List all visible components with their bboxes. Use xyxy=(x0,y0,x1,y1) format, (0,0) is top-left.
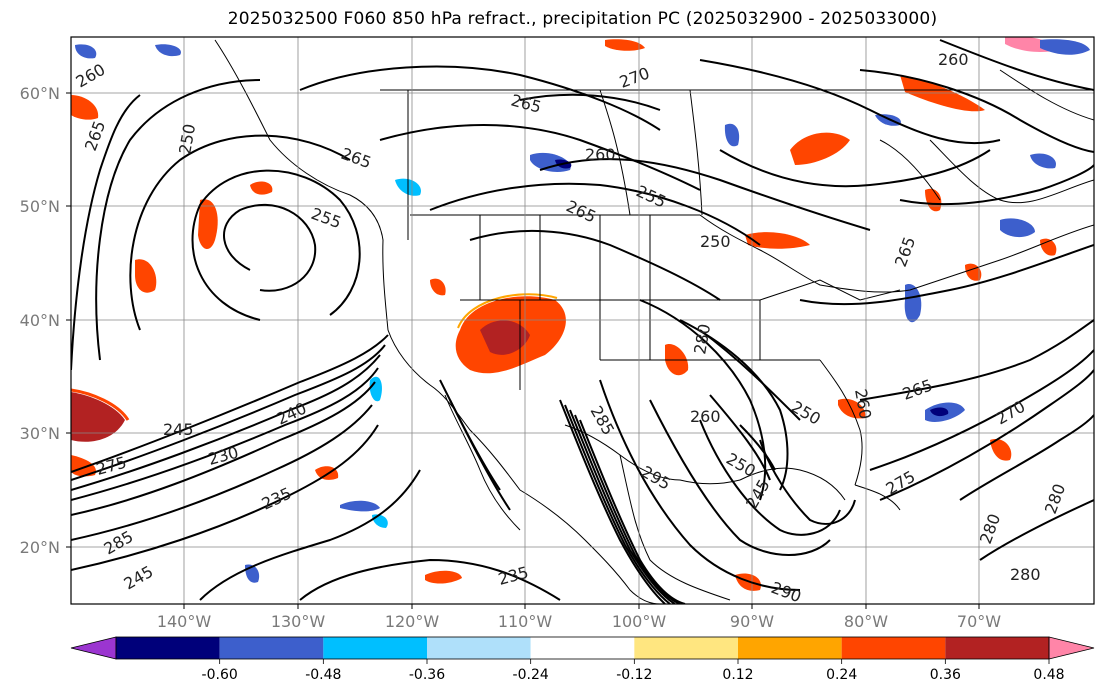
lon-label-100w: 100°W xyxy=(612,612,667,631)
lat-label-20n: 20°N xyxy=(20,538,60,557)
colorbar-extend-high xyxy=(1048,636,1095,660)
lon-label-120w: 120°W xyxy=(385,612,440,631)
colorbar-segment xyxy=(530,637,635,659)
colorbar-segment xyxy=(841,637,946,659)
colorbar-tick-label: -0.36 xyxy=(409,667,445,683)
colorbar-segment xyxy=(323,637,427,659)
lat-label-60n: 60°N xyxy=(20,84,60,103)
lat-axis: 60°N 50°N 40°N 30°N 20°N xyxy=(20,84,71,557)
contour-label: 250 xyxy=(700,232,731,251)
colorbar-outline xyxy=(115,636,1050,660)
colorbar-tick-label: -0.24 xyxy=(513,667,549,683)
colorbar-segment xyxy=(738,637,842,659)
lat-label-50n: 50°N xyxy=(20,197,60,216)
map-title: 2025032500 F060 850 hPa refract., precip… xyxy=(227,9,938,29)
colorbar-segment xyxy=(219,637,324,659)
colorbar-segment xyxy=(116,637,220,659)
colorbar-tick-label: 0.36 xyxy=(930,667,961,683)
refractivity-contours xyxy=(71,39,1094,604)
lon-label-110w: 110°W xyxy=(498,612,553,631)
contour-label: 280 xyxy=(1010,565,1041,584)
colorbar-segment xyxy=(427,637,531,659)
colorbar-tick-label: 0.48 xyxy=(1033,667,1064,683)
lat-label-40n: 40°N xyxy=(20,311,60,330)
graticule xyxy=(71,37,1094,604)
lon-label-70w: 70°W xyxy=(957,612,1001,631)
contour-label: 260 xyxy=(690,407,721,426)
lon-label-130w: 130°W xyxy=(271,612,326,631)
colorbar-tick-label: 0.24 xyxy=(826,667,857,683)
colorbar-segment xyxy=(945,637,1049,659)
contour-label: 260 xyxy=(585,145,616,164)
lon-label-90w: 90°W xyxy=(730,612,774,631)
colorbar: -0.60 -0.48 -0.36 -0.24 -0.12 0.12 0.24 0.36 0.4… xyxy=(70,636,1095,683)
colorbar-tick-label: -0.12 xyxy=(616,667,652,683)
lat-label-30n: 30°N xyxy=(20,424,60,443)
coastlines xyxy=(214,39,1094,604)
colorbar-tick-label: 0.12 xyxy=(722,667,753,683)
lon-label-80w: 80°W xyxy=(844,612,888,631)
colorbar-tick-label: -0.60 xyxy=(202,667,238,683)
map-panel xyxy=(71,37,1094,604)
colorbar-tick-label: -0.48 xyxy=(305,667,341,683)
contour-label: 260 xyxy=(938,50,969,69)
contour-label: 245 xyxy=(163,420,194,439)
lon-label-140w: 140°W xyxy=(157,612,212,631)
lon-axis: 140°W 130°W 120°W 110°W 100°W 90°W 80°W … xyxy=(157,604,1001,631)
colorbar-segment xyxy=(634,637,738,659)
colorbar-extend-low xyxy=(70,636,117,660)
